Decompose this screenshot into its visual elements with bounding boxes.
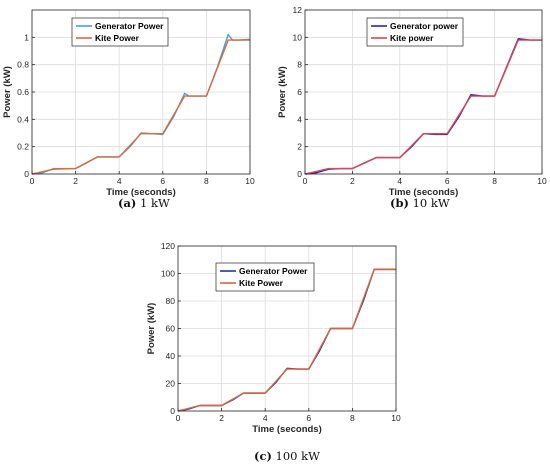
series-line-2 xyxy=(177,268,396,412)
legend-label-2: Kite Power xyxy=(239,278,284,288)
x-axis-label: Time (seconds) xyxy=(252,424,322,435)
chart-panel-b: 0 2 4 6 8 10 0 2 4 6 8 10 12 Time (seconds) Power (kW)… xyxy=(277,5,547,198)
y-tick-label: 40 xyxy=(166,351,176,361)
y-axis-label: Power (kW) xyxy=(146,303,157,355)
y-tick-label: 10 xyxy=(293,32,303,42)
y-tick-label: 6 xyxy=(297,87,302,97)
y-tick-label: 0.2 xyxy=(17,142,29,152)
legend-label-1: Generator Power xyxy=(239,266,308,276)
x-tick-label: 10 xyxy=(537,176,547,186)
y-tick-label: 0 xyxy=(297,169,302,179)
legend-label-2: Kite power xyxy=(390,33,434,43)
x-tick-label: 6 xyxy=(306,413,311,423)
caption-a: (a) 1 kW xyxy=(118,196,170,210)
y-axis-label: Power (kW) xyxy=(277,66,288,118)
y-axis-label: Power (kW) xyxy=(2,66,13,118)
x-tick-label: 0 xyxy=(176,413,181,423)
x-tick-label: 10 xyxy=(245,176,255,186)
x-tick-label: 8 xyxy=(492,176,497,186)
caption-c: (c) 100 kW xyxy=(254,449,320,463)
x-tick-label: 6 xyxy=(445,176,450,186)
y-tick-label: 20 xyxy=(166,379,176,389)
legend: Generator Power Kite Power xyxy=(71,17,169,47)
series-line-2 xyxy=(304,39,542,175)
x-axis-label: Time (seconds) xyxy=(106,187,176,198)
y-tick-label: 0.6 xyxy=(17,87,29,97)
y-tick-label: 80 xyxy=(166,296,176,306)
x-axis-label: Time (seconds) xyxy=(389,187,459,198)
x-tick-label: 8 xyxy=(204,176,209,186)
x-tick-label: 4 xyxy=(263,413,268,423)
y-tick-label: 12 xyxy=(293,5,303,15)
series-line-2 xyxy=(31,39,250,175)
legend-box xyxy=(71,17,169,47)
y-tick-label: 1 xyxy=(24,32,29,42)
y-tick-label: 4 xyxy=(297,114,302,124)
legend: Generator Power Kite Power xyxy=(215,262,315,292)
y-tick-label: 0 xyxy=(24,169,29,179)
x-tick-label: 2 xyxy=(73,176,78,186)
y-tick-label: 0.4 xyxy=(17,114,29,124)
y-tick-label: 8 xyxy=(297,60,302,70)
y-tick-label: 120 xyxy=(161,241,175,251)
x-tick-label: 10 xyxy=(391,413,401,423)
x-tick-label: 6 xyxy=(160,176,165,186)
y-tick-label: 100 xyxy=(161,269,175,279)
x-tick-label: 4 xyxy=(117,176,122,186)
legend-box xyxy=(366,17,464,47)
legend-label-1: Generator power xyxy=(390,21,459,31)
caption-b: (b) 10 kW xyxy=(390,196,450,210)
x-tick-label: 0 xyxy=(303,176,308,186)
legend-label-2: Kite Power xyxy=(95,33,140,43)
legend-box xyxy=(215,262,315,292)
y-tick-label: 60 xyxy=(166,324,176,334)
x-tick-label: 8 xyxy=(350,413,355,423)
legend-label-1: Generator Power xyxy=(95,21,164,31)
x-tick-label: 2 xyxy=(350,176,355,186)
legend: Generator power Kite power xyxy=(366,17,464,47)
x-tick-label: 0 xyxy=(30,176,35,186)
x-tick-label: 2 xyxy=(219,413,224,423)
x-tick-label: 4 xyxy=(397,176,402,186)
chart-panel-a: 0 2 4 6 8 10 0 0.2 0.4 0.6 0.8 1 Time (seconds) Power… xyxy=(2,9,255,198)
y-tick-label: 0.8 xyxy=(17,60,29,70)
y-tick-label: 2 xyxy=(297,142,302,152)
y-tick-label: 0 xyxy=(170,406,175,416)
